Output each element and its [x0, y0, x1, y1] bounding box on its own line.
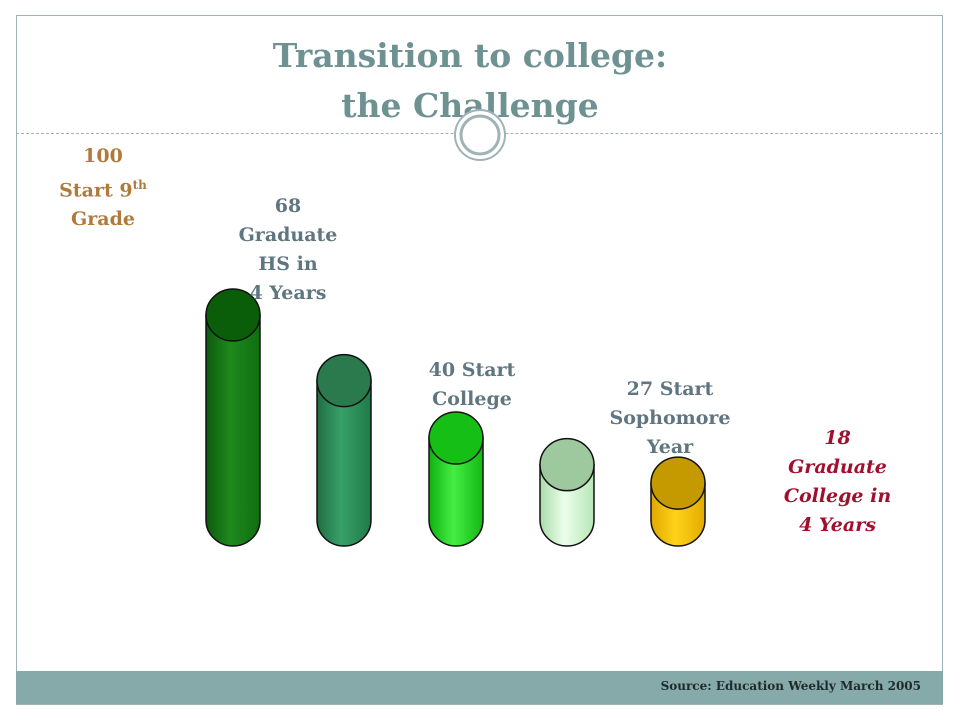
divider-ring-ornament [454, 109, 506, 161]
bar-1-body [205, 314, 261, 547]
bar-4-top [539, 437, 595, 492]
label-start-9th-value: 100 [83, 145, 123, 167]
label-start-sophomore: 27 Start Sophomore Year [590, 375, 750, 462]
label-start-9th-grade-word: Grade [71, 208, 135, 231]
bar-3-body [428, 437, 484, 547]
label-start-college-line1: 40 Start [428, 359, 516, 381]
label-start-college: 40 Start College [408, 356, 536, 414]
bar-1-top [205, 288, 261, 342]
bar-2-top [316, 353, 372, 408]
slide-frame [16, 15, 943, 705]
bar-4 [539, 437, 595, 547]
bar-2-body [316, 379, 372, 547]
label-start-9th-text: Start 9th [59, 178, 147, 202]
label-graduate-college-line2: Graduate [788, 456, 887, 478]
label-graduate-college-line4: 4 Years [799, 514, 876, 536]
label-start-9th-grade: 100 Start 9th Grade [40, 142, 166, 234]
label-graduate-college-line3: College in [783, 485, 892, 507]
label-start-sophomore-line1: 27 Start [626, 378, 714, 400]
bar-1 [205, 288, 261, 547]
label-start-college-line2: College [432, 388, 512, 410]
label-start-sophomore-line3: Year [646, 436, 694, 458]
bar-3 [428, 411, 484, 547]
bar-3-top [428, 411, 484, 465]
label-graduate-hs-value: 68 [274, 195, 302, 217]
footer-bar: Source: Education Weekly March 2005 [16, 671, 943, 704]
label-graduate-hs-line2: Graduate [238, 224, 338, 246]
label-start-sophomore-line2: Sophomore [609, 407, 731, 429]
bar-5 [650, 456, 706, 547]
label-graduate-college-value: 18 [824, 427, 851, 449]
bar-2 [316, 353, 372, 547]
label-graduate-hs-line4: 4 Years [249, 282, 327, 304]
bar-5-top [650, 456, 706, 510]
label-graduate-hs: 68 Graduate HS in 4 Years [218, 192, 358, 308]
source-citation: Source: Education Weekly March 2005 [660, 679, 921, 693]
slide-title-line-1: Transition to college: [272, 36, 668, 75]
label-graduate-college: 18 Graduate College in 4 Years [760, 424, 915, 540]
label-graduate-hs-line3: HS in [258, 253, 318, 275]
